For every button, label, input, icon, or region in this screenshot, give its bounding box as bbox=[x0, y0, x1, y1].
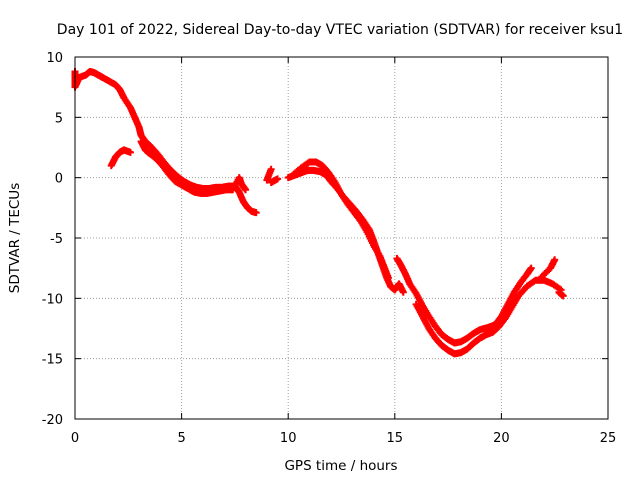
x-tick-label: 20 bbox=[493, 431, 510, 446]
y-tick-label: -20 bbox=[42, 413, 63, 428]
x-tick-label: 25 bbox=[600, 431, 617, 446]
x-tick-label: 5 bbox=[177, 431, 185, 446]
y-tick-label: -15 bbox=[42, 353, 63, 368]
ticks-layer: 0 5 10 15 20 25 -20 -15 -10 -5 0 5 10 bbox=[42, 51, 617, 446]
x-axis-label: GPS time / hours bbox=[284, 458, 397, 474]
data-point bbox=[384, 274, 392, 282]
grid-layer bbox=[75, 57, 608, 419]
x-tick-label: 0 bbox=[71, 431, 79, 446]
y-tick-label: -5 bbox=[50, 232, 63, 247]
data-point bbox=[126, 148, 134, 156]
data-point bbox=[559, 292, 567, 300]
y-tick-label: 10 bbox=[46, 51, 63, 66]
data-point bbox=[274, 175, 282, 183]
x-tick-label: 15 bbox=[387, 431, 404, 446]
data-layer bbox=[71, 67, 567, 358]
y-axis-label: SDTVAR / TECUs bbox=[7, 183, 23, 293]
data-point bbox=[527, 264, 535, 272]
data-point bbox=[267, 165, 275, 173]
data-point bbox=[242, 186, 250, 194]
y-tick-label: -10 bbox=[42, 292, 63, 307]
chart-title: Day 101 of 2022, Sidereal Day-to-day VTE… bbox=[57, 22, 623, 38]
data-point bbox=[252, 209, 260, 217]
data-point bbox=[399, 288, 407, 296]
y-tick-label: 5 bbox=[55, 111, 63, 126]
x-tick-label: 10 bbox=[280, 431, 297, 446]
data-point bbox=[551, 256, 559, 264]
y-tick-label: 0 bbox=[55, 172, 63, 187]
